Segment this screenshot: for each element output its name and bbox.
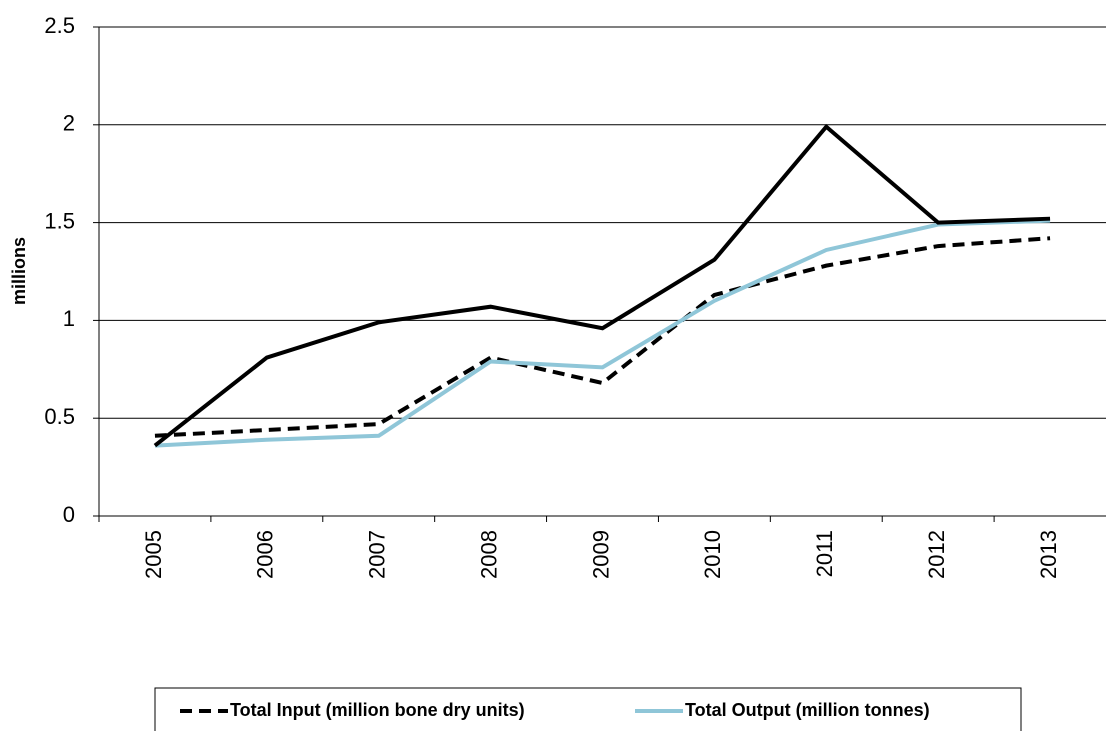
y-axis-label: millions [9,237,29,305]
series-line [154,236,1051,438]
x-tick-label: 2009 [588,530,613,579]
legend-label: Total Output (million tonnes) [685,700,930,720]
series-line [154,218,1051,448]
y-tick-label: 1 [63,306,75,331]
x-tick-label: 2007 [365,530,390,579]
y-tick-label: 0.5 [44,404,75,429]
y-tick-label: 1.5 [44,208,75,233]
x-tick-label: 2010 [700,530,725,579]
legend-label: Total Input (million bone dry units) [230,700,525,720]
x-tick-label: 2012 [924,530,949,579]
x-tick-label: 2006 [253,530,278,579]
y-tick-label: 2.5 [44,13,75,38]
y-tick-label: 2 [63,111,75,136]
y-tick-label: 0 [63,502,75,527]
x-tick-label: 2005 [141,530,166,579]
x-tick-label: 2008 [476,530,501,579]
x-tick-label: 2011 [812,530,837,577]
legend-box [154,687,1022,731]
x-tick-label: 2013 [1036,530,1061,579]
series-line [153,123,1051,448]
